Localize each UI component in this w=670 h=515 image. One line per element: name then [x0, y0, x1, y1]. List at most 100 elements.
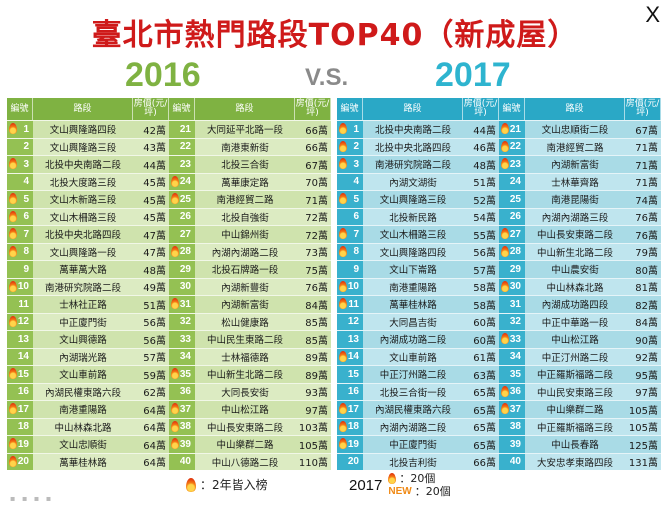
price-value: 72萬	[295, 208, 331, 225]
price-value: 110萬	[295, 453, 331, 470]
rank-number: 11	[337, 296, 363, 313]
flame-icon	[9, 455, 17, 467]
price-value: 45萬	[133, 208, 169, 225]
rank-number: 28	[499, 243, 525, 260]
rank-number-text: 31	[509, 298, 521, 310]
rank-number: 9	[7, 261, 33, 278]
rank-number-text: 30	[179, 281, 191, 293]
road-name: 南港重陽路	[363, 278, 463, 295]
rank-number: 34	[499, 348, 525, 365]
rank-number: 23	[499, 156, 525, 173]
road-name: 士林福德路	[195, 348, 295, 365]
year-2017-label: 2017	[435, 56, 511, 94]
road-name: 中山長安東路二段	[195, 418, 295, 435]
vs-label: V.S.	[305, 64, 349, 91]
table-row: 5 文山木新路三段 45萬	[7, 190, 169, 208]
road-name: 北投自強街	[195, 208, 295, 225]
table-row: 6 文山木柵路三段 45萬	[7, 207, 169, 225]
rank-number: 15	[337, 366, 363, 383]
table-header: 編號 路段 房價(元/坪)	[7, 98, 169, 120]
table-row: 10 南港重陽路 58萬	[337, 277, 499, 295]
road-name: 北投中央北路四段	[44, 230, 121, 242]
price-value: 64萬	[143, 405, 166, 417]
road-name: 中正廈門街	[33, 313, 133, 330]
flame-icon	[186, 477, 196, 492]
rank-number-text: 24	[179, 176, 191, 188]
road-name: 中山長春路	[551, 440, 599, 452]
price-value: 59萬	[143, 370, 166, 382]
price-value: 62萬	[133, 383, 169, 400]
rank-number-text: 33	[179, 333, 191, 345]
rank-number-text: 27	[509, 228, 521, 240]
rank-number: 13	[7, 331, 33, 348]
rank-number-text: 17	[17, 403, 29, 415]
table-row: 12 中正廈門街 56萬	[7, 312, 169, 330]
table-row: 14 文山車前路 61萬	[337, 347, 499, 365]
road-name: 文山興隆路三段	[379, 195, 447, 207]
table-row: 27 中山長安東路二段 76萬	[499, 225, 661, 243]
rank-number-text: 2	[353, 141, 359, 153]
road-name: 中山松江路	[221, 405, 269, 417]
table-2017-right-column: 編號 路段 房價(元/坪) 21 文山忠順街二段 67萬 22 南港經貿二路 71萬 23 內…	[499, 98, 661, 470]
price-value: 51萬	[143, 300, 166, 312]
rank-number-text: 7	[353, 228, 359, 240]
rank-number-text: 17	[347, 403, 359, 415]
road-name: 中山新生北路二段	[525, 243, 625, 260]
flame-icon	[339, 438, 347, 449]
road-name: 文山興隆路四段	[49, 125, 117, 137]
table-row: 22 南港經貿二路 71萬	[499, 137, 661, 155]
rank-number: 36	[499, 383, 525, 400]
rank-number-text: 15	[347, 368, 359, 380]
rank-number: 18	[337, 418, 363, 435]
price-value: 47萬	[133, 243, 169, 260]
price-value: 65萬	[473, 440, 496, 452]
header-num: 編號	[7, 98, 33, 120]
price-value: 61萬	[463, 348, 499, 365]
road-name: 大安忠孝東路四段	[525, 453, 625, 470]
rank-number: 16	[337, 383, 363, 400]
price-value: 48萬	[473, 160, 496, 172]
rank-number-text: 32	[509, 316, 521, 328]
table-row: 26 內湖內湖路三段 76萬	[499, 207, 661, 225]
rank-number-text: 20	[347, 456, 359, 468]
road-name: 士林社正路	[59, 300, 107, 312]
flame-icon	[9, 158, 17, 169]
rank-number: 39	[169, 436, 195, 453]
rank-number-text: 1	[23, 123, 29, 135]
road-name: 士林華齊路	[525, 173, 625, 190]
rank-number: 15	[7, 366, 33, 383]
table-row: 34 士林福德路 89萬	[169, 347, 331, 365]
rank-number-text: 26	[179, 211, 191, 223]
rank-number: 8	[7, 243, 33, 260]
table-row: 17 內湖民權東路六段 65萬	[337, 400, 499, 418]
price-value: 131萬	[625, 453, 661, 470]
price-value: 55萬	[473, 230, 496, 242]
rank-number-text: 4	[23, 176, 29, 188]
flame-icon	[171, 438, 179, 449]
rank-number-text: 10	[347, 281, 359, 293]
road-name: 萬華桂林路	[33, 453, 133, 470]
road-name: 文山下崙路	[389, 265, 437, 277]
rank-number-text: 20	[17, 456, 29, 468]
table-row: 11 萬華桂林路 58萬	[337, 295, 499, 313]
rank-number-text: 32	[179, 316, 191, 328]
price-value: 97萬	[625, 383, 661, 400]
close-button[interactable]: X	[645, 2, 660, 27]
rank-number: 2	[7, 138, 33, 155]
price-value: 105萬	[298, 440, 328, 452]
rank-number: 30	[499, 278, 525, 295]
price-value: 57萬	[133, 348, 169, 365]
table-row: 2 文山興隆路三段 43萬	[7, 137, 169, 155]
flame-icon	[501, 123, 509, 134]
flame-icon	[9, 210, 17, 222]
header-price: 房價(元/坪)	[295, 98, 331, 120]
flame-icon	[501, 403, 509, 414]
price-value: 60萬	[463, 313, 499, 330]
table-2017-left-column: 編號 路段 房價(元/坪) 1 北投中央南路二段 44萬 2 北投中央北路四段 46萬 3 南…	[337, 98, 499, 470]
price-value: 82萬	[635, 300, 658, 312]
rank-number-text: 7	[23, 228, 29, 240]
rank-number: 1	[337, 121, 363, 138]
rank-number-text: 18	[17, 421, 29, 433]
rank-number: 25	[499, 191, 525, 208]
table-row: 35 中山新生北路二段 89萬	[169, 365, 331, 383]
